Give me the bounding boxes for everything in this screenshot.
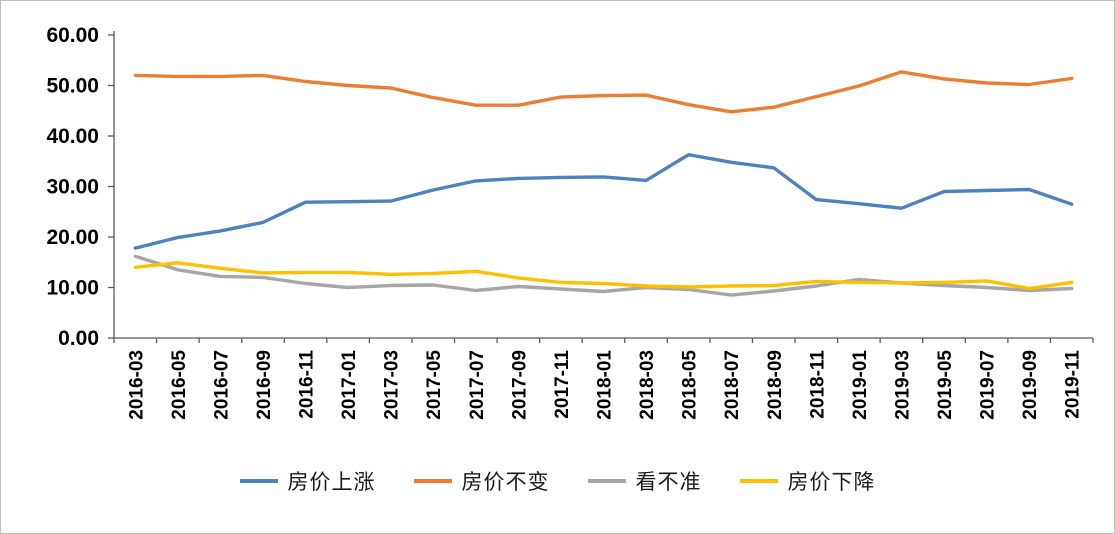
x-tick-label: 2017-05: [424, 350, 445, 420]
x-tick-label: 2019-03: [892, 350, 913, 420]
legend-label: 房价下降: [787, 471, 876, 494]
x-tick-label: 2017-11: [552, 350, 573, 419]
x-tick-label: 2018-11: [807, 350, 828, 419]
x-tick-label: 2018-05: [680, 350, 701, 420]
x-tick-label: 2017-01: [339, 350, 360, 420]
y-tick-label: 20.00: [46, 226, 99, 249]
x-tick-label: 2018-09: [765, 350, 786, 420]
x-tick-label: 2016-07: [211, 350, 232, 420]
legend-item-2[interactable]: 看不准: [587, 466, 702, 496]
legend-item-0[interactable]: 房价上涨: [239, 466, 376, 496]
legend-item-1[interactable]: 房价不变: [413, 466, 550, 496]
legend-label: 房价上涨: [287, 471, 376, 494]
y-tick-label: 60.00: [46, 24, 99, 47]
x-tick-label: 2016-11: [297, 350, 318, 419]
series-line-0: [133, 152, 1074, 250]
legend-swatch-icon: [413, 479, 452, 483]
x-tick-label: 2017-07: [467, 350, 488, 420]
x-tick-label: 2019-11: [1063, 350, 1084, 419]
x-tick-label: 2019-07: [978, 350, 999, 420]
x-tick-label: 2016-09: [254, 350, 275, 420]
x-tick-label: 2019-09: [1020, 350, 1041, 420]
legend-label: 房价不变: [461, 471, 550, 494]
series-line-3: [133, 261, 1074, 291]
x-tick-label: 2017-09: [509, 350, 530, 420]
legend: 房价上涨 房价不变 看不准 房价下降: [1, 466, 1114, 496]
x-tick-label: 2019-05: [935, 350, 956, 420]
legend-swatch-icon: [239, 479, 278, 483]
series-line-2: [133, 254, 1074, 297]
x-tick-label: 2016-03: [126, 350, 147, 420]
y-tick-label: 50.00: [46, 75, 99, 98]
y-tick-label: 0.00: [58, 327, 99, 350]
x-tick-label: 2018-01: [595, 350, 616, 420]
x-tick-label: 2019-01: [850, 350, 871, 420]
x-tick-label: 2018-03: [637, 350, 658, 420]
legend-swatch-icon: [587, 479, 626, 483]
y-tick-label: 40.00: [46, 125, 99, 148]
x-tick-label: 2017-03: [382, 350, 403, 420]
legend-swatch-icon: [739, 479, 778, 483]
legend-label: 看不准: [635, 471, 702, 494]
x-tick-label: 2016-05: [169, 350, 190, 420]
legend-item-3[interactable]: 房价下降: [739, 466, 876, 496]
y-tick-label: 10.00: [46, 277, 99, 300]
x-tick-label: 2018-07: [722, 350, 743, 420]
y-tick-label: 30.00: [46, 176, 99, 199]
series-line-1: [133, 70, 1074, 114]
